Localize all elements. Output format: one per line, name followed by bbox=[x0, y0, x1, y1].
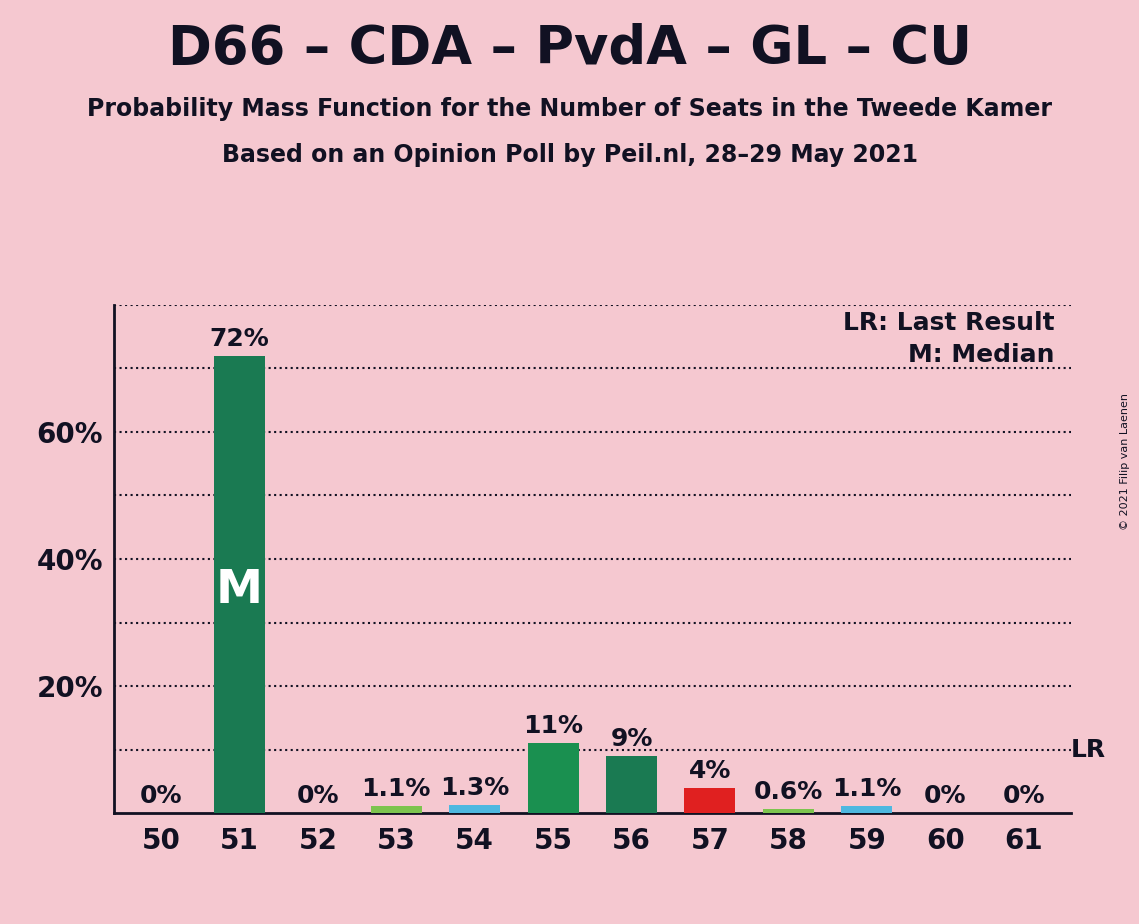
Bar bbox=[527, 743, 579, 813]
Bar bbox=[685, 787, 736, 813]
Text: Based on an Opinion Poll by Peil.nl, 28–29 May 2021: Based on an Opinion Poll by Peil.nl, 28–… bbox=[221, 143, 918, 167]
Bar bbox=[370, 806, 421, 813]
Text: 0%: 0% bbox=[296, 784, 339, 808]
Text: 0.6%: 0.6% bbox=[754, 780, 823, 804]
Text: © 2021 Filip van Laenen: © 2021 Filip van Laenen bbox=[1121, 394, 1130, 530]
Bar bbox=[606, 756, 657, 813]
Text: 0%: 0% bbox=[140, 784, 182, 808]
Bar bbox=[449, 805, 500, 813]
Text: 1.1%: 1.1% bbox=[833, 777, 901, 801]
Text: 72%: 72% bbox=[210, 327, 269, 350]
Text: 4%: 4% bbox=[689, 759, 731, 783]
Text: Probability Mass Function for the Number of Seats in the Tweede Kamer: Probability Mass Function for the Number… bbox=[87, 97, 1052, 121]
Bar bbox=[763, 809, 814, 813]
Text: 1.3%: 1.3% bbox=[440, 776, 509, 800]
Text: D66 – CDA – PvdA – GL – CU: D66 – CDA – PvdA – GL – CU bbox=[167, 23, 972, 75]
Text: 0%: 0% bbox=[1002, 784, 1044, 808]
Text: 11%: 11% bbox=[523, 714, 583, 738]
Text: 0%: 0% bbox=[924, 784, 966, 808]
Bar bbox=[214, 356, 265, 813]
Text: 9%: 9% bbox=[611, 727, 653, 751]
Text: LR: LR bbox=[1071, 737, 1106, 761]
Text: M: M bbox=[216, 568, 263, 614]
Bar bbox=[842, 806, 892, 813]
Text: 1.1%: 1.1% bbox=[361, 777, 431, 801]
Text: LR: Last Result: LR: Last Result bbox=[843, 311, 1055, 335]
Text: M: Median: M: Median bbox=[909, 343, 1055, 367]
